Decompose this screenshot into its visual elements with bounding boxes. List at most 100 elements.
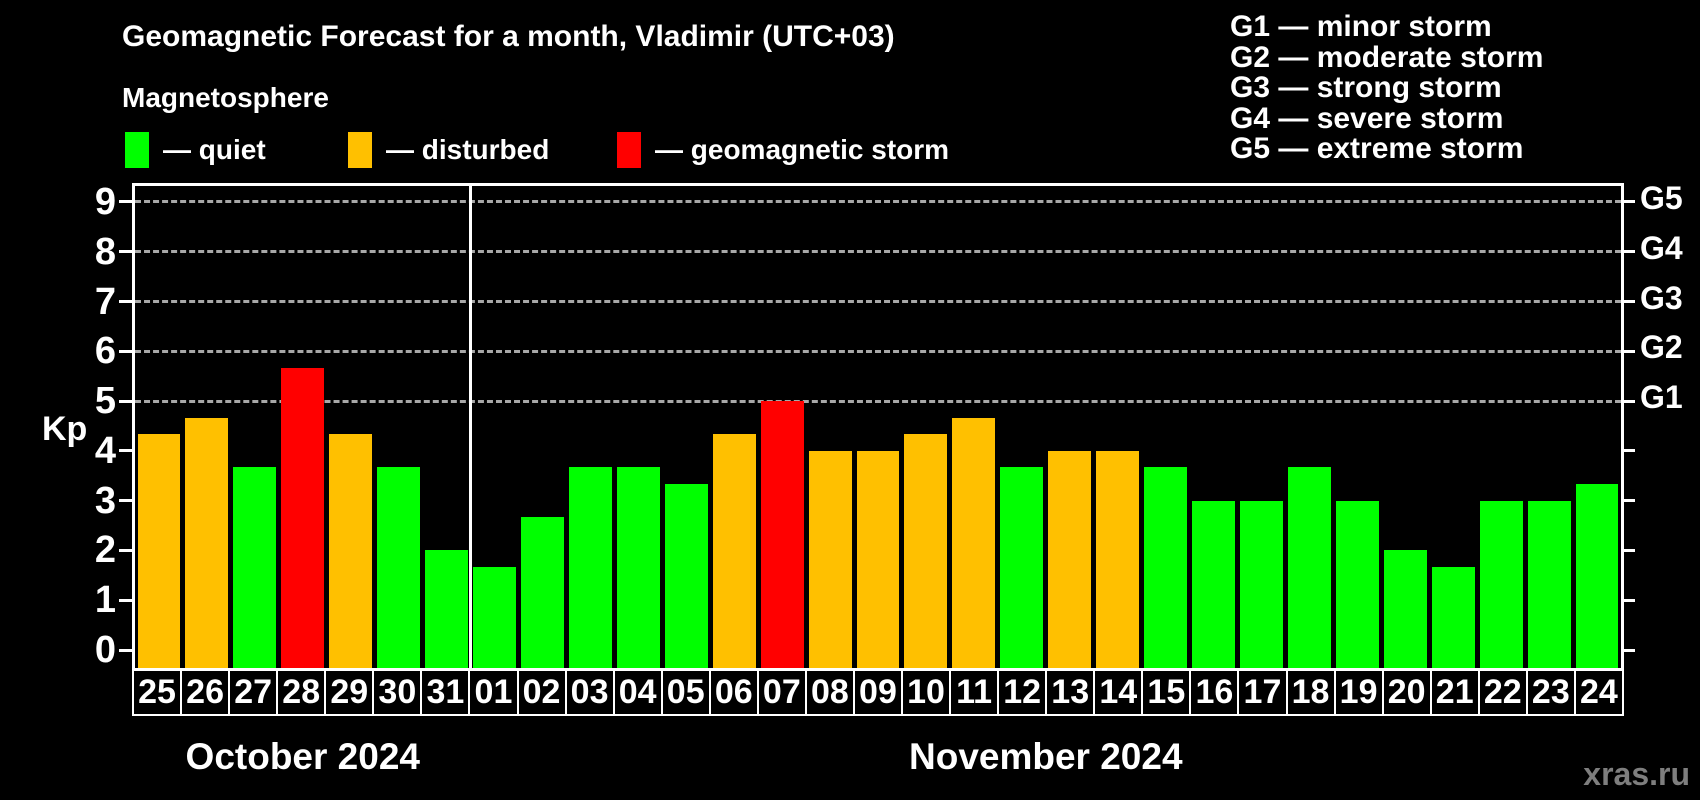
bar-day-27: [233, 467, 277, 668]
bar-day-16: [1192, 500, 1235, 668]
g-label-g4: G4: [1640, 229, 1683, 266]
bar-day-06: [712, 434, 756, 668]
day-label-15: 15: [1141, 669, 1192, 716]
day-label-06: 06: [708, 669, 759, 716]
bar-day-15: [1144, 467, 1188, 668]
legend-label-quiet: — quiet: [163, 134, 266, 165]
y-tick-left-3: [119, 499, 133, 503]
legend-item-quiet: — quiet: [125, 131, 266, 169]
day-label-25: 25: [132, 669, 183, 716]
y-tick-label-5: 5: [94, 380, 116, 423]
y-tick-right-6: [1621, 349, 1635, 353]
day-label-08: 08: [804, 669, 855, 716]
bar-day-07: [760, 401, 804, 668]
gridline-kp8: [135, 250, 1621, 254]
bar-day-20: [1383, 550, 1427, 668]
y-tick-label-3: 3: [94, 479, 116, 522]
day-label-01: 01: [468, 669, 519, 716]
y-tick-right-5: [1621, 399, 1635, 403]
bar-day-02: [520, 517, 564, 668]
day-label-29: 29: [324, 669, 375, 716]
bar-day-03: [568, 467, 612, 668]
day-label-26: 26: [180, 669, 231, 716]
day-label-12: 12: [997, 669, 1048, 716]
day-label-31: 31: [420, 669, 471, 716]
y-tick-left-4: [119, 449, 133, 453]
bar-day-28: [281, 367, 325, 668]
y-tick-left-9: [119, 200, 133, 204]
day-label-24: 24: [1573, 669, 1624, 716]
storm-color-swatch: [617, 132, 641, 168]
day-label-23: 23: [1525, 669, 1576, 716]
bar-day-09: [856, 450, 900, 668]
day-label-13: 13: [1045, 669, 1096, 716]
plot-area: [132, 183, 1624, 671]
y-tick-left-1: [119, 598, 133, 602]
y-axis-title: Kp: [42, 410, 88, 448]
day-label-16: 16: [1189, 669, 1240, 716]
y-tick-right-8: [1621, 250, 1635, 254]
day-label-02: 02: [516, 669, 567, 716]
legend-label-disturbed: — disturbed: [386, 134, 550, 165]
y-tick-label-4: 4: [94, 429, 116, 472]
bar-day-19: [1335, 500, 1379, 668]
day-label-05: 05: [660, 669, 711, 716]
bar-day-18: [1287, 467, 1331, 668]
g-label-g2: G2: [1640, 329, 1683, 366]
y-tick-label-0: 0: [94, 629, 116, 671]
bar-day-08: [808, 450, 852, 668]
y-tick-right-2: [1621, 548, 1635, 552]
gridline-kp7: [135, 300, 1621, 304]
day-label-03: 03: [564, 669, 615, 716]
day-label-19: 19: [1333, 669, 1384, 716]
page-title: Geomagnetic Forecast for a month, Vladim…: [122, 20, 895, 53]
bar-day-11: [952, 417, 996, 668]
y-tick-right-3: [1621, 499, 1635, 503]
y-tick-label-9: 9: [94, 180, 116, 223]
bar-day-13: [1048, 450, 1092, 668]
y-tick-right-0: [1621, 648, 1635, 652]
bar-day-10: [904, 434, 948, 668]
month-separator: [469, 186, 473, 668]
magnetosphere-label: Magnetosphere: [122, 82, 329, 113]
month-label-1: November 2024: [908, 736, 1183, 777]
bar-day-21: [1431, 566, 1475, 668]
day-label-18: 18: [1285, 669, 1336, 716]
day-label-30: 30: [372, 669, 423, 716]
gridline-kp9: [135, 200, 1621, 204]
g1-legend-line: G1 — minor storm: [1230, 10, 1492, 43]
month-label-0: October 2024: [185, 736, 420, 777]
g3-legend-line: G3 — strong storm: [1230, 71, 1502, 104]
bar-day-24: [1575, 484, 1619, 668]
day-label-10: 10: [901, 669, 952, 716]
quiet-color-swatch: [125, 132, 149, 168]
day-label-11: 11: [949, 669, 1000, 716]
day-label-22: 22: [1477, 669, 1528, 716]
y-tick-right-9: [1621, 200, 1635, 204]
legend-label-storm: — geomagnetic storm: [655, 134, 950, 165]
day-axis-row: 25 26 27 28 29 30 31 01 02 03 04 05 06 07 08 09 10 11 12 13…: [132, 669, 1624, 716]
y-tick-label-7: 7: [94, 280, 116, 323]
y-tick-right-1: [1621, 598, 1635, 602]
day-label-09: 09: [852, 669, 903, 716]
day-label-28: 28: [276, 669, 327, 716]
day-label-27: 27: [228, 669, 279, 716]
g2-legend-line: G2 — moderate storm: [1230, 40, 1544, 74]
y-tick-left-8: [119, 250, 133, 254]
day-label-21: 21: [1429, 669, 1480, 716]
bar-day-17: [1240, 500, 1283, 668]
g-scale-legend: G1 — minor storm G2 — moderate storm G3 …: [1230, 10, 1544, 165]
g5-legend-line: G5 — extreme storm: [1230, 132, 1524, 165]
y-tick-label-1: 1: [94, 579, 116, 622]
bar-day-25: [137, 434, 181, 668]
bar-day-14: [1096, 450, 1140, 668]
bar-day-12: [1000, 467, 1044, 668]
y-tick-label-2: 2: [94, 529, 116, 572]
g4-legend-line: G4 — severe storm: [1230, 101, 1504, 135]
bar-day-04: [616, 467, 660, 668]
bar-day-30: [377, 467, 421, 668]
y-tick-left-2: [119, 548, 133, 552]
day-label-20: 20: [1381, 669, 1432, 716]
y-tick-right-4: [1621, 449, 1635, 453]
day-label-07: 07: [756, 669, 807, 716]
